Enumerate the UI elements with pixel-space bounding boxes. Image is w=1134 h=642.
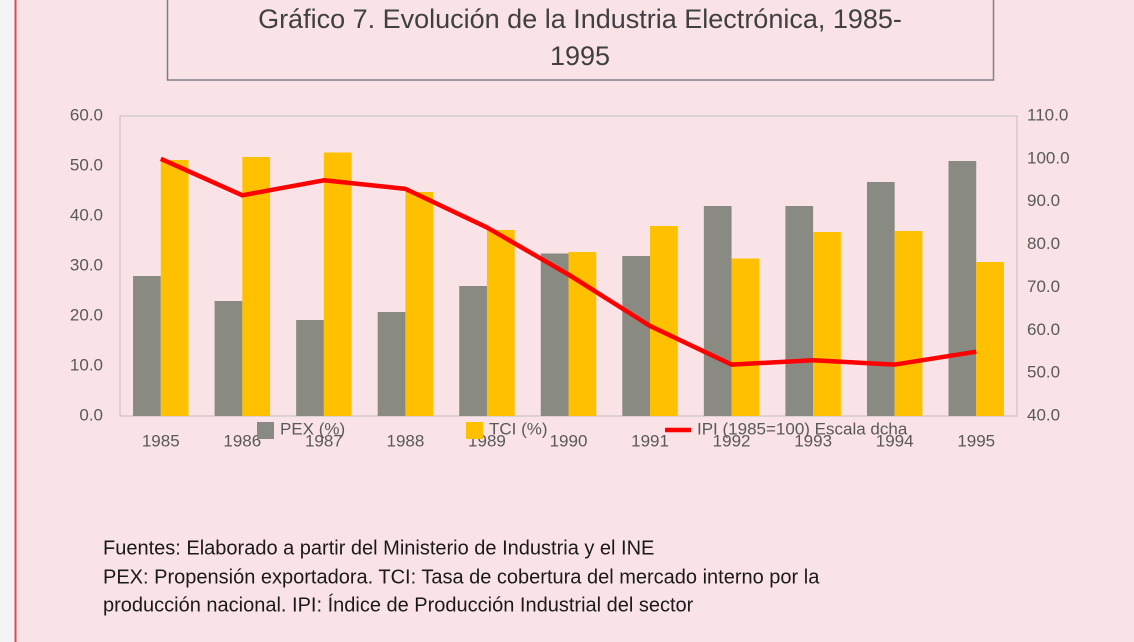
y-tick-label: 0.0 [79,405,103,424]
bar [486,230,515,416]
y2-tick-label: 100.0 [1027,148,1070,167]
x-tick-label: 1992 [713,431,751,450]
bar [242,157,271,416]
bar [323,152,352,416]
bar [459,286,487,416]
x-tick-label: 1986 [223,431,261,450]
y2-tick-label: 40.0 [1027,405,1060,424]
y-tick-label: 10.0 [70,355,103,374]
bar [377,312,406,416]
bar [133,276,161,416]
x-tick-label: 1988 [386,431,424,450]
note: producción nacional. IPI: Índice de Prod… [103,593,694,616]
note: Fuentes: Elaborado a partir del Minister… [103,537,654,559]
chart-title: 1995 [550,41,610,71]
y2-tick-label: 80.0 [1027,234,1060,253]
legend-label: IPI (1985=100) Escala dcha [697,419,908,438]
x-tick-label: 1995 [957,431,995,450]
bar [813,232,841,416]
bar [296,320,324,416]
y2-tick-label: 90.0 [1027,191,1060,210]
x-tick-label: 1993 [794,431,832,450]
y-tick-label: 50.0 [70,155,103,174]
bar [405,192,434,416]
legend-swatch [466,422,483,439]
y-tick-label: 20.0 [70,305,103,324]
y-tick-label: 40.0 [70,205,103,224]
legend-swatch [257,422,274,439]
x-tick-label: 1985 [142,431,180,450]
y2-tick-label: 70.0 [1027,277,1060,296]
bar [948,161,977,416]
bar [731,258,760,416]
bar [540,253,569,416]
y2-tick-label: 60.0 [1027,320,1060,339]
line [159,156,977,367]
x-tick-label: 1990 [550,431,588,450]
bar [622,256,651,416]
x-tick-label: 1994 [876,431,914,450]
y-tick-label: 60.0 [70,105,103,124]
legend-label: TCI (%) [489,419,548,438]
bar [650,226,678,416]
bar [866,182,895,416]
y2-tick-label: 110.0 [1027,105,1068,124]
bar [214,301,243,416]
x-tick-label: 1987 [305,431,343,450]
y2-tick-label: 50.0 [1027,363,1060,382]
title-box [166,0,995,81]
note: PEX: Propensión exportadora. TCI: Tasa d… [103,566,820,588]
bar [703,206,732,416]
bar [160,160,189,416]
y-tick-label: 30.0 [70,255,103,274]
legend-label: PEX (%) [280,419,345,438]
bar [976,262,1004,416]
bar [785,206,814,416]
x-tick-label: 1991 [631,431,669,450]
bar [894,231,923,416]
chart-title: Gráfico 7. Evolución de la Industria Ele… [258,4,902,34]
